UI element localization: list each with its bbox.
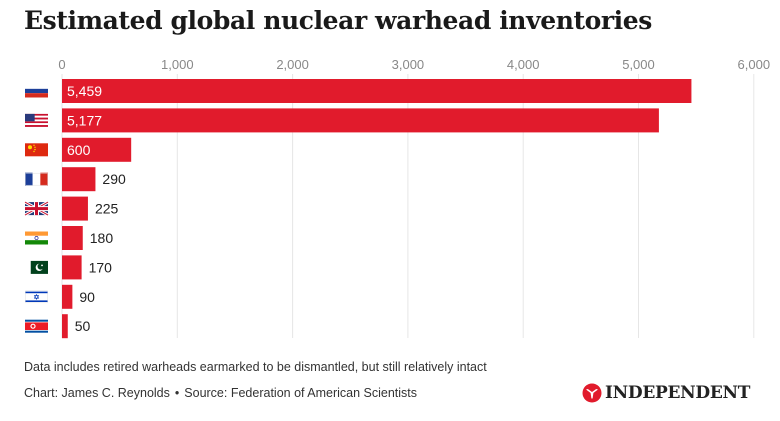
bar — [62, 137, 132, 162]
bar — [62, 108, 659, 133]
credit-separator: • — [174, 386, 180, 400]
bar-value-label: 50 — [75, 318, 91, 334]
credit-author: Chart: James C. Reynolds — [24, 386, 170, 400]
bar — [62, 255, 82, 280]
china-flag-icon — [25, 143, 48, 157]
bar — [62, 226, 83, 250]
bar — [62, 314, 68, 339]
credit-source: Source: Federation of American Scientist… — [184, 386, 418, 400]
x-tick-label: 0 — [58, 57, 65, 72]
uk-flag-icon — [24, 200, 49, 217]
independent-eagle-icon — [582, 383, 602, 403]
chart-title: Estimated global nuclear warhead invento… — [24, 6, 652, 35]
x-tick-label: 5,000 — [622, 57, 655, 72]
independent-logo: INDEPENDENT — [582, 380, 750, 406]
x-tick-label: 6,000 — [738, 57, 771, 72]
bar-value-label: 600 — [67, 142, 91, 158]
usa-flag-icon — [25, 113, 48, 127]
france-flag-icon — [25, 172, 48, 186]
israel-flag-icon — [25, 290, 48, 304]
pakistan-flag-icon — [25, 260, 48, 274]
bar — [62, 167, 96, 192]
bar-value-label: 5,177 — [67, 112, 102, 128]
bar-value-label: 5,459 — [67, 83, 102, 99]
bar-value-label: 90 — [79, 289, 95, 305]
x-tick-label: 2,000 — [276, 57, 309, 72]
x-tick-label: 3,000 — [392, 57, 425, 72]
bar-value-label: 225 — [95, 201, 119, 217]
india-flag-icon — [25, 231, 48, 245]
chart-credit: Chart: James C. Reynolds • Source: Federat… — [24, 386, 417, 400]
data-note: Data includes retired warheads earmarked… — [24, 360, 487, 374]
logo-text: INDEPENDENT — [605, 383, 751, 403]
bar-value-label: 180 — [90, 230, 114, 246]
x-tick-label: 4,000 — [507, 57, 540, 72]
bar-value-label: 170 — [89, 259, 113, 275]
russia-flag-icon — [25, 84, 48, 98]
bar — [62, 284, 73, 309]
x-tick-label: 1,000 — [161, 57, 194, 72]
bar-value-label: 290 — [102, 171, 126, 187]
bar — [62, 79, 692, 103]
bar — [62, 196, 88, 221]
north-korea-flag-icon — [25, 319, 48, 333]
